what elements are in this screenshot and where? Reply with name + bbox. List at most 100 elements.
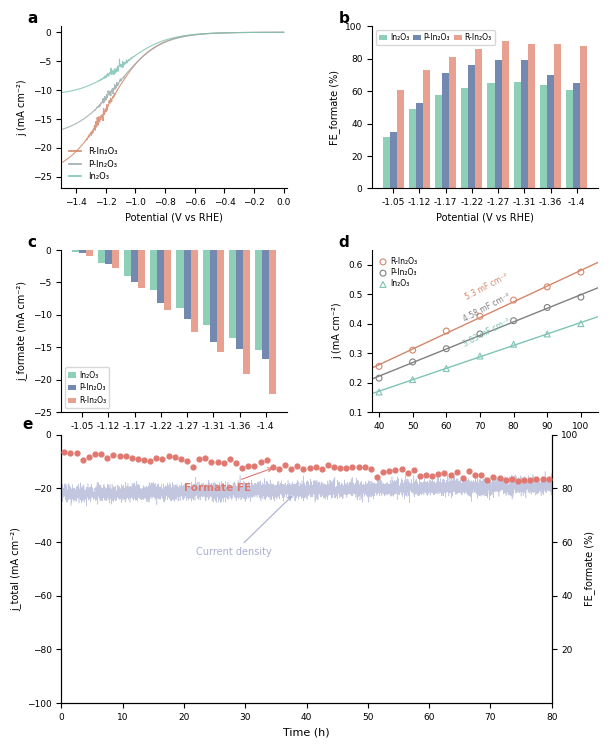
R-In₂O₃ — [374, 361, 384, 373]
Point — [311, 460, 321, 472]
R-In₂O₃ — [441, 325, 451, 337]
Bar — [236, 250, 243, 349]
Point — [531, 472, 541, 485]
Point — [403, 467, 413, 479]
R-In₂O₃ — [509, 294, 519, 306]
Point — [305, 462, 314, 474]
Y-axis label: FE_formate (%): FE_formate (%) — [329, 70, 340, 145]
Point — [213, 456, 223, 468]
Point — [482, 474, 492, 486]
Point — [115, 450, 124, 462]
Point — [243, 460, 253, 472]
Bar — [476, 49, 482, 188]
Point — [200, 452, 210, 464]
Bar — [131, 250, 138, 283]
Point — [452, 466, 462, 479]
Bar — [191, 250, 198, 333]
R-In₂O₃ — [576, 266, 586, 278]
X-axis label: Scan rate (mV s⁻¹): Scan rate (mV s⁻¹) — [440, 436, 530, 446]
Bar — [442, 73, 449, 188]
R-In₂O₃ — [408, 344, 417, 356]
Text: Current density: Current density — [196, 497, 291, 557]
Bar — [461, 88, 468, 188]
Point — [378, 466, 388, 479]
X-axis label: Potential (V vs RHE): Potential (V vs RHE) — [125, 212, 223, 223]
Point — [139, 454, 149, 466]
Point — [476, 469, 486, 481]
Bar — [554, 45, 561, 188]
P-In₂O₃ — [408, 356, 417, 368]
Point — [188, 461, 198, 473]
Point — [121, 450, 131, 462]
P-In₂O₃ — [475, 328, 485, 340]
P-In₂O₃ — [441, 342, 451, 355]
R-In₂O₃ — [543, 280, 552, 293]
Bar — [495, 60, 501, 188]
Point — [446, 469, 455, 481]
In₂O₃ — [475, 350, 485, 362]
Point — [268, 461, 278, 473]
Point — [489, 471, 498, 483]
Point — [470, 469, 480, 482]
Text: c: c — [28, 235, 37, 249]
Bar — [86, 250, 93, 256]
Point — [421, 469, 431, 482]
Point — [109, 449, 118, 461]
Point — [341, 462, 351, 474]
Point — [538, 472, 547, 485]
Point — [464, 466, 474, 478]
Bar — [383, 137, 390, 188]
Point — [415, 470, 425, 482]
In₂O₃ — [543, 328, 552, 340]
Bar — [262, 250, 269, 359]
Point — [127, 452, 137, 464]
Point — [525, 474, 535, 486]
Bar — [183, 250, 191, 319]
Point — [84, 451, 94, 463]
Point — [194, 453, 204, 465]
Point — [317, 463, 327, 475]
Point — [299, 463, 308, 476]
Point — [207, 456, 216, 468]
Bar — [423, 70, 430, 188]
R-In₂O₃ — [475, 310, 485, 322]
In₂O₃ — [509, 338, 519, 350]
Legend: In₂O₃, P-In₂O₃, R-In₂O₃: In₂O₃, P-In₂O₃, R-In₂O₃ — [65, 367, 109, 408]
Bar — [449, 57, 456, 188]
Point — [256, 457, 265, 469]
X-axis label: Potential (V vs RHE): Potential (V vs RHE) — [436, 212, 534, 223]
Point — [335, 461, 345, 473]
In₂O₃ — [576, 318, 586, 330]
Point — [164, 450, 173, 462]
Point — [66, 448, 75, 460]
In₂O₃ — [374, 386, 384, 398]
Text: 4.58 mF cm⁻²: 4.58 mF cm⁻² — [462, 292, 512, 324]
Point — [286, 463, 296, 476]
Bar — [158, 250, 164, 303]
Point — [501, 474, 511, 486]
Y-axis label: j_total (mA cm⁻²): j_total (mA cm⁻²) — [10, 527, 21, 611]
P-In₂O₃ — [576, 291, 586, 303]
Text: a: a — [28, 11, 38, 26]
Point — [59, 445, 69, 457]
Bar — [468, 65, 476, 188]
Legend: R-In₂O₃, P-In₂O₃, In₂O₃: R-In₂O₃, P-In₂O₃, In₂O₃ — [376, 254, 420, 292]
Bar — [124, 250, 131, 276]
Bar — [138, 250, 145, 288]
In₂O₃ — [408, 373, 417, 386]
Bar — [177, 250, 183, 308]
Bar — [217, 250, 224, 352]
Bar — [416, 103, 423, 188]
Point — [274, 463, 284, 475]
Point — [513, 475, 523, 487]
Point — [96, 448, 106, 460]
In₂O₃ — [441, 362, 451, 374]
Y-axis label: j (mA cm⁻²): j (mA cm⁻²) — [333, 302, 343, 359]
Point — [231, 457, 241, 469]
Point — [433, 468, 443, 480]
Point — [176, 453, 186, 465]
Point — [78, 454, 88, 466]
P-In₂O₃ — [509, 314, 519, 327]
Bar — [566, 90, 573, 188]
Point — [372, 470, 382, 482]
